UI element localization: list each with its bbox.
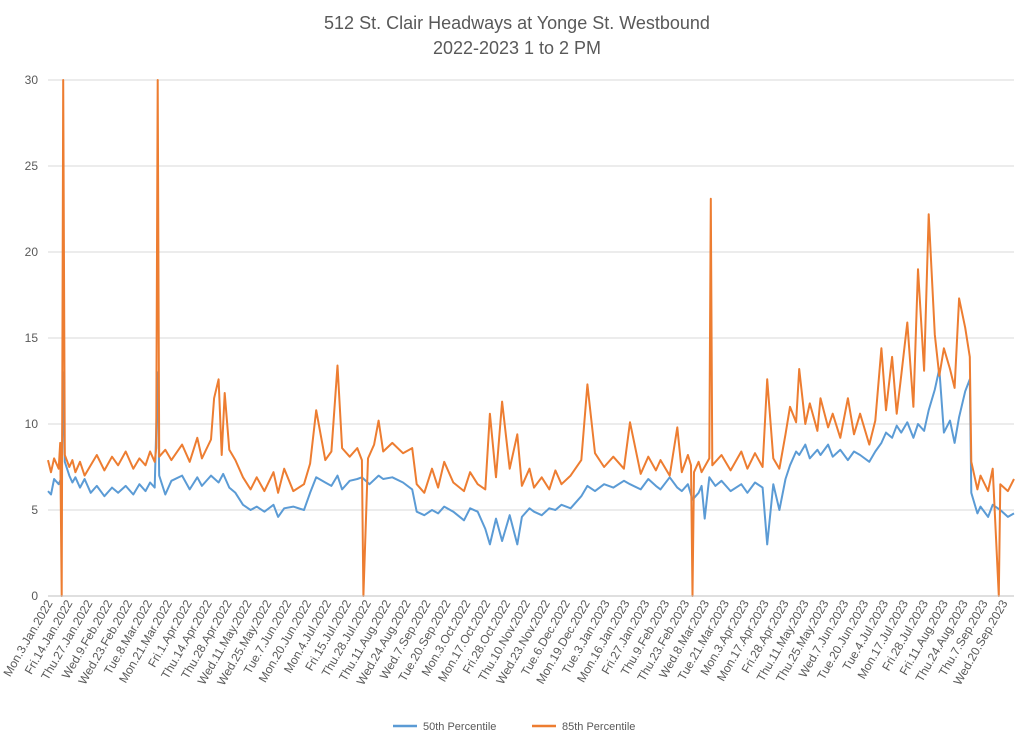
- y-tick-label: 15: [25, 331, 39, 345]
- y-tick-label: 0: [31, 589, 38, 603]
- y-tick-label: 5: [31, 503, 38, 517]
- y-tick-label: 30: [25, 73, 39, 87]
- y-tick-label: 25: [25, 159, 39, 173]
- gridlines: [48, 79, 1014, 511]
- x-axis-ticks: Mon.3.Jan.2022Fri.14.Jan.2022Thu.27.Jan.…: [0, 597, 1010, 688]
- series-line-85th-percentile: [47, 79, 1015, 597]
- legend: 50th Percentile 85th Percentile: [393, 721, 635, 733]
- y-tick-label: 20: [25, 245, 39, 259]
- series-lines: [47, 79, 1015, 597]
- legend-label: 50th Percentile: [423, 721, 496, 733]
- y-tick-label: 10: [25, 417, 39, 431]
- series-line-50th-percentile: [47, 368, 1015, 546]
- chart-title-line-1: 512 St. Clair Headways at Yonge St. West…: [324, 13, 710, 33]
- legend-label: 85th Percentile: [562, 721, 635, 733]
- chart-title-line-2: 2022-2023 1 to 2 PM: [433, 38, 601, 58]
- y-axis-ticks: 0 5 10 15 20 25 30: [25, 73, 39, 603]
